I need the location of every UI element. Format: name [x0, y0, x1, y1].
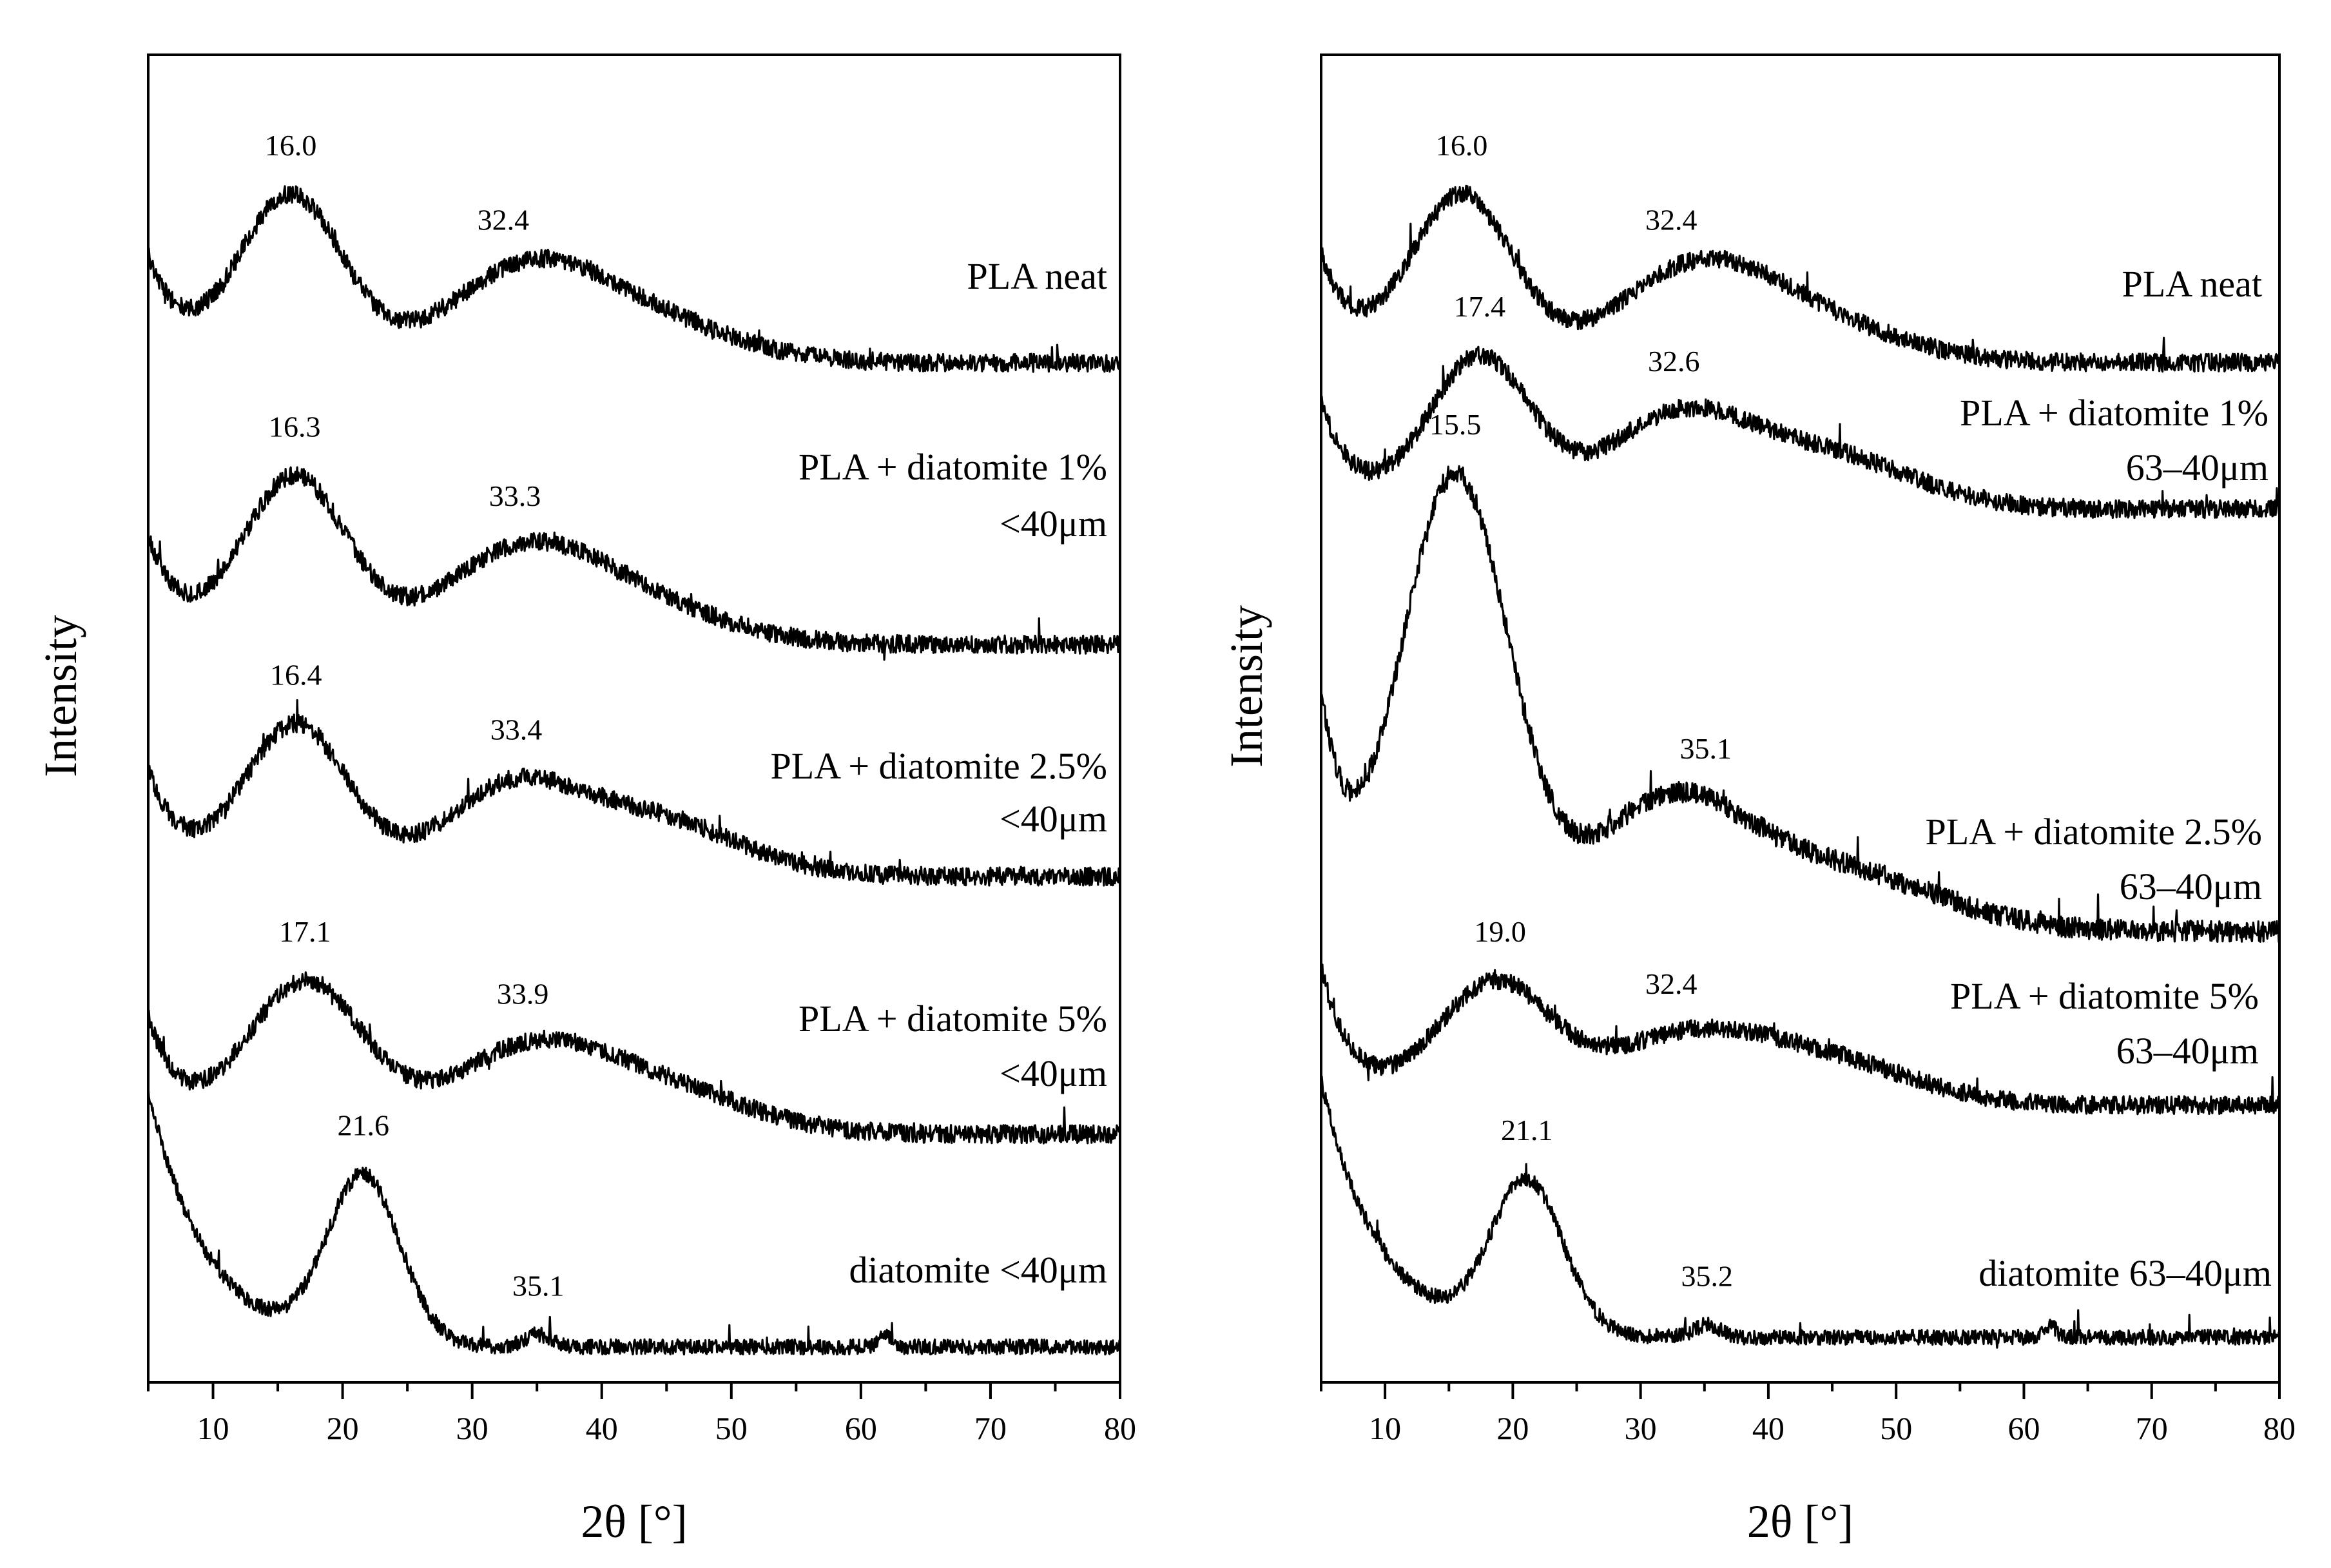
peak-label: 32.4	[1645, 967, 1697, 1000]
left-panel: 10 20 30 40 50 60 70 80 2θ [°] Intensity 16.0 32.4 P…	[35, 53, 1136, 1547]
peak-label: 16.4	[270, 659, 322, 692]
series-label: PLA neat	[967, 255, 1107, 297]
series-label: 63–40μm	[2126, 447, 2268, 489]
x-tick-label: 30	[456, 1410, 488, 1446]
series-label: 63–40μm	[2116, 1030, 2259, 1072]
x-tick-label: 40	[586, 1410, 618, 1446]
peak-label: 16.3	[269, 411, 321, 443]
xrd-pattern-line	[147, 1086, 1121, 1356]
series-label: <40μm	[1000, 1052, 1107, 1094]
xrd-pattern-line	[1320, 963, 2281, 1116]
peak-label: 35.1	[512, 1270, 565, 1302]
peak-label: 19.0	[1474, 915, 1526, 948]
x-tick-label: 80	[2263, 1410, 2296, 1446]
peak-label: 32.4	[1645, 204, 1697, 237]
peak-label: 33.9	[497, 977, 549, 1010]
series-label: diatomite 63–40μm	[1978, 1252, 2272, 1294]
right-panel: 10 20 30 40 50 60 70 80 2θ [°] Intensity 16.0 32.4 P…	[1221, 53, 2296, 1547]
x-tick-label: 60	[845, 1410, 877, 1446]
x-tick-label: 80	[1104, 1410, 1136, 1446]
plot-frame	[1320, 53, 2281, 1384]
peak-label: 32.4	[478, 204, 530, 237]
peak-label: 21.6	[338, 1109, 390, 1142]
x-tick-label: 70	[2136, 1410, 2168, 1446]
peak-label: 33.3	[489, 479, 541, 512]
x-tick-label: 60	[2007, 1410, 2040, 1446]
peak-label: 17.1	[279, 915, 331, 948]
series-label: <40μm	[1000, 798, 1107, 840]
x-tick-label: 10	[197, 1410, 229, 1446]
xrd-pattern-line	[147, 185, 1121, 373]
plot-frame	[147, 53, 1121, 1384]
peak-label: 16.0	[265, 129, 317, 162]
peak-label: 15.5	[1429, 408, 1482, 441]
series-label: PLA + diatomite 5%	[798, 998, 1107, 1040]
series-label: PLA + diatomite 2.5%	[771, 745, 1107, 787]
x-tick-label: 50	[1880, 1410, 1912, 1446]
peak-label: 16.0	[1436, 129, 1488, 162]
y-axis-title: Intensity	[1221, 605, 1272, 768]
x-tick-label: 50	[715, 1410, 748, 1446]
series-label: diatomite <40μm	[849, 1249, 1107, 1291]
xrd-pattern-line	[1320, 345, 2281, 519]
x-tick-label: 20	[1496, 1410, 1529, 1446]
peak-label: 33.4	[490, 713, 543, 746]
y-axis-title: Intensity	[35, 615, 86, 777]
xrd-pattern-line	[1320, 465, 2281, 943]
series-label: PLA + diatomite 2.5%	[1926, 811, 2262, 853]
series-label: PLA + diatomite 1%	[798, 446, 1107, 488]
xrd-pattern-line	[147, 466, 1121, 661]
peak-label: 17.4	[1454, 290, 1506, 323]
xrd-pattern-line	[1320, 1075, 2281, 1349]
x-axis-title: 2θ [°]	[1747, 1496, 1853, 1547]
series-label: PLA neat	[2122, 263, 2262, 305]
x-tick-label: 70	[974, 1410, 1007, 1446]
series-label: 63–40μm	[2120, 866, 2262, 907]
peak-label: 21.1	[1501, 1114, 1553, 1147]
series-label: PLA + diatomite 1%	[1960, 392, 2268, 434]
x-axis-title: 2θ [°]	[581, 1496, 687, 1547]
xrd-pattern-line	[1320, 184, 2281, 373]
x-tick-label: 40	[1752, 1410, 1785, 1446]
peak-label: 35.1	[1680, 732, 1732, 765]
peak-label: 35.2	[1681, 1260, 1734, 1293]
xrd-pattern-line	[147, 699, 1121, 887]
peak-label: 32.6	[1648, 345, 1700, 378]
series-label: <40μm	[1000, 503, 1107, 545]
x-tick-label: 10	[1369, 1410, 1401, 1446]
x-tick-label: 20	[327, 1410, 359, 1446]
xrd-pattern-line	[147, 971, 1121, 1145]
x-tick-label: 30	[1625, 1410, 1657, 1446]
series-label: PLA + diatomite 5%	[1950, 975, 2259, 1017]
